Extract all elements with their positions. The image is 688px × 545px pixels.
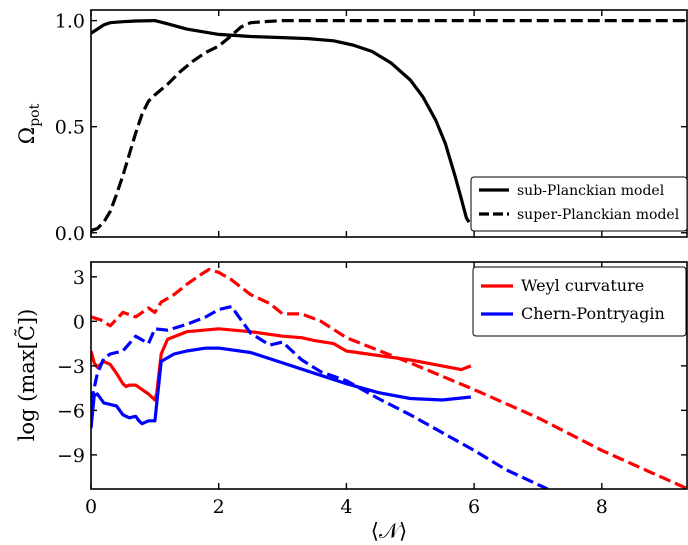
top-legend-label-1: super-Planckian model [517,207,680,223]
bottom-xlabel: ⟨𝒩⟩ [371,519,408,543]
bottom-series-group [91,267,688,489]
bottom-legend-label-1: Chern-Pontryagin [521,304,665,323]
bottom-series-1-line [91,267,688,489]
bottom-series-0-line [91,327,472,402]
top-ytick-label-0: 0.0 [55,223,85,245]
bottom-ytick-label-4: −9 [57,445,85,467]
bottom-axes-frame [90,261,688,490]
top-legend: sub-Planckian model super-Planckian model [470,176,688,232]
bottom-ytick-label-2: −3 [57,356,85,378]
bottom-series-3-line [91,304,549,489]
bottom-xtick-label-4: 8 [596,496,608,518]
bottom-ylabel: log (max[C̃]) [15,309,39,442]
top-axes-frame [90,9,688,238]
bottom-panel: 0 2 4 6 8 3 0 −3 −6 −9 [57,261,688,518]
top-series-0-line [91,19,471,223]
top-ylabel: Ωpot [15,103,43,144]
top-ytick-label-2: 1.0 [55,11,85,33]
top-ytick-label-1: 0.5 [55,117,85,139]
bottom-xtick-label-0: 0 [85,496,97,518]
top-legend-box [470,176,688,232]
top-series-1-line [91,19,688,233]
bottom-legend: Weyl curvature Chern-Pontryagin [472,266,687,337]
top-series-group [91,19,688,233]
bottom-legend-box [472,266,687,337]
top-panel: 0.0 0.5 1.0 [55,9,688,245]
top-legend-label-0: sub-Planckian model [517,183,665,199]
bottom-series-2-line [91,346,472,429]
bottom-ytick-label-3: −6 [57,400,85,422]
bottom-ytick-label-0: 3 [73,267,85,289]
bottom-legend-label-0: Weyl curvature [521,276,644,295]
bottom-xtick-label-2: 4 [340,496,352,518]
bottom-xtick-label-1: 2 [213,496,225,518]
bottom-xtick-label-3: 6 [468,496,480,518]
bottom-ytick-label-1: 0 [73,311,85,333]
